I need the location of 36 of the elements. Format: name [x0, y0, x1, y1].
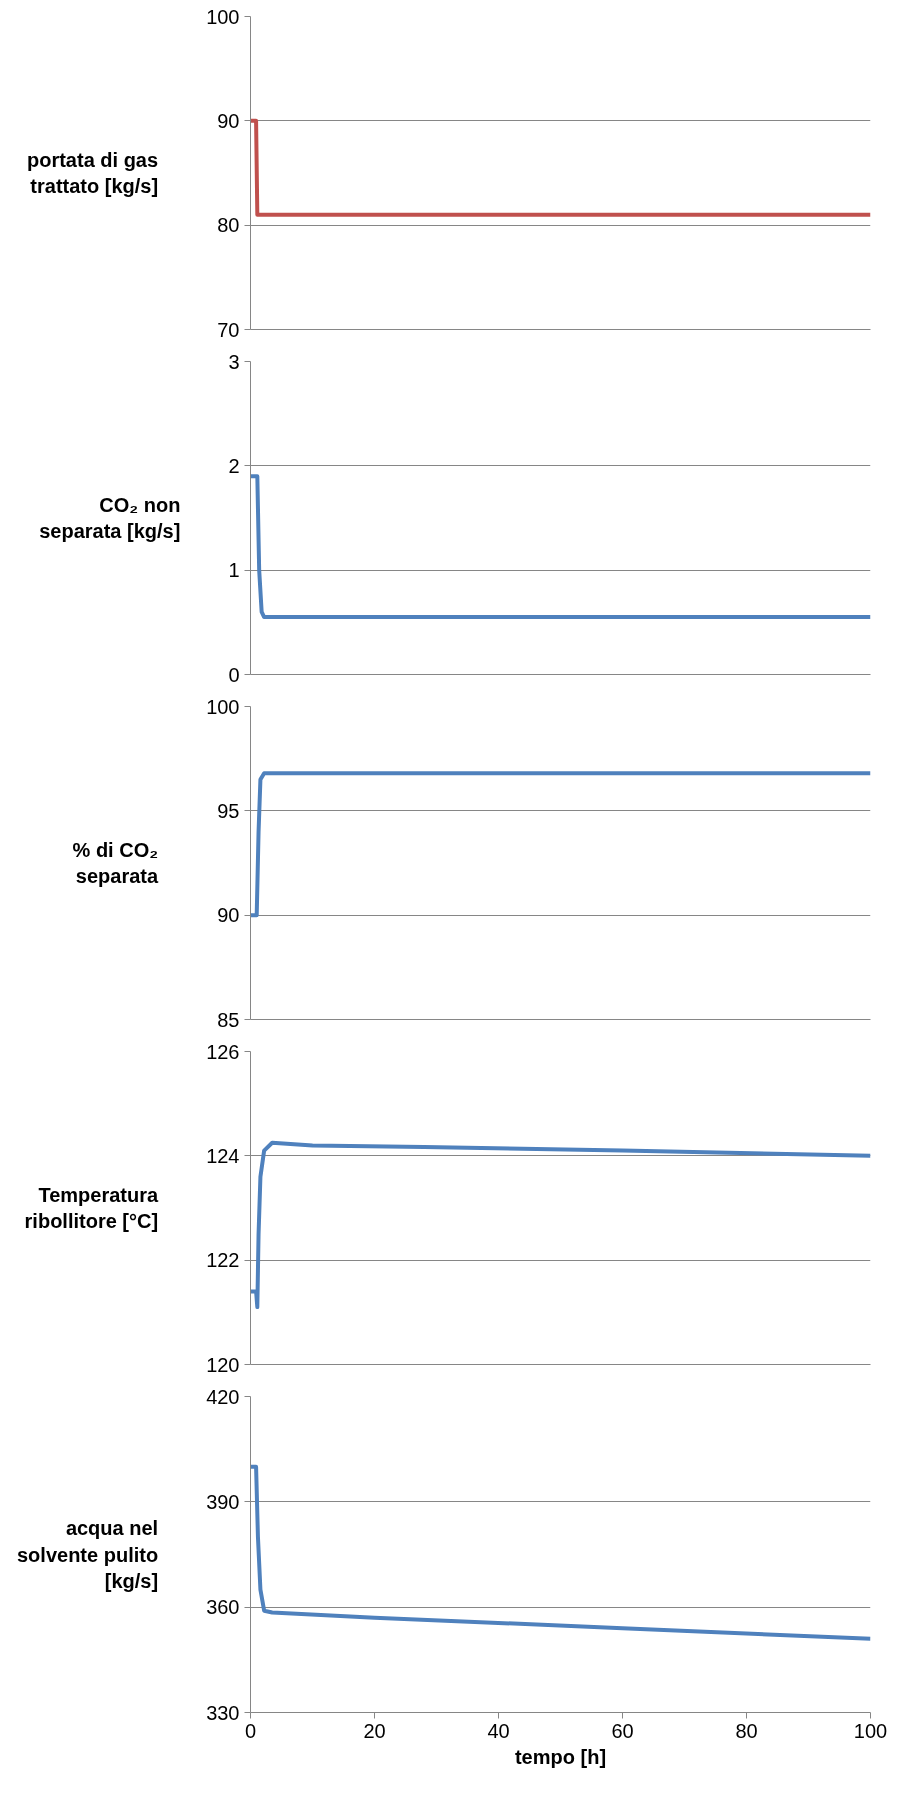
y-axis-title: Temperatura ribollitore [°C]: [24, 1183, 160, 1233]
x-tick-label: 60: [611, 1719, 634, 1742]
y-tick-label: 360: [206, 1596, 240, 1619]
x-tick-label: 80: [735, 1719, 758, 1742]
line-series: [250, 1140, 871, 1310]
y-axis-title: % di CO₂ separata: [72, 838, 160, 888]
y-tick-label: 126: [206, 1040, 240, 1063]
y-axis-title: portata di gas trattato [kg/s]: [27, 148, 159, 198]
line-series: [250, 1464, 871, 1641]
x-axis-title: tempo [h]: [514, 1745, 607, 1768]
x-tick-label: 20: [363, 1719, 386, 1742]
x-tick-label: 0: [244, 1719, 257, 1742]
y-tick-label: 85: [217, 1008, 240, 1031]
y-tick-label: 0: [228, 663, 240, 686]
y-tick-label: 90: [217, 904, 240, 927]
x-tick-label: 40: [487, 1719, 510, 1742]
y-tick-label: 100: [206, 695, 240, 718]
y-tick-label: 122: [206, 1249, 240, 1272]
y-tick-label: 1: [228, 559, 240, 582]
x-tick-label: 100: [853, 1719, 888, 1742]
y-axis-title: acqua nel solvente pulito [kg/s]: [17, 1517, 159, 1592]
y-tick-label: 2: [228, 454, 240, 477]
y-tick-label: 420: [206, 1385, 240, 1408]
y-axis-title: CO₂ non separata [kg/s]: [39, 493, 181, 543]
y-tick-label: 90: [217, 109, 240, 132]
line-series: [250, 771, 871, 918]
y-tick-label: 80: [217, 214, 240, 237]
y-tick-label: 330: [206, 1701, 240, 1724]
y-tick-label: 70: [217, 318, 240, 341]
y-tick-label: 120: [206, 1353, 240, 1376]
y-tick-label: 124: [206, 1144, 240, 1167]
y-tick-label: 100: [206, 5, 240, 28]
line-series: [250, 474, 871, 620]
y-tick-label: 95: [217, 799, 240, 822]
y-tick-label: 390: [206, 1490, 240, 1513]
y-tick-label: 3: [228, 350, 240, 373]
